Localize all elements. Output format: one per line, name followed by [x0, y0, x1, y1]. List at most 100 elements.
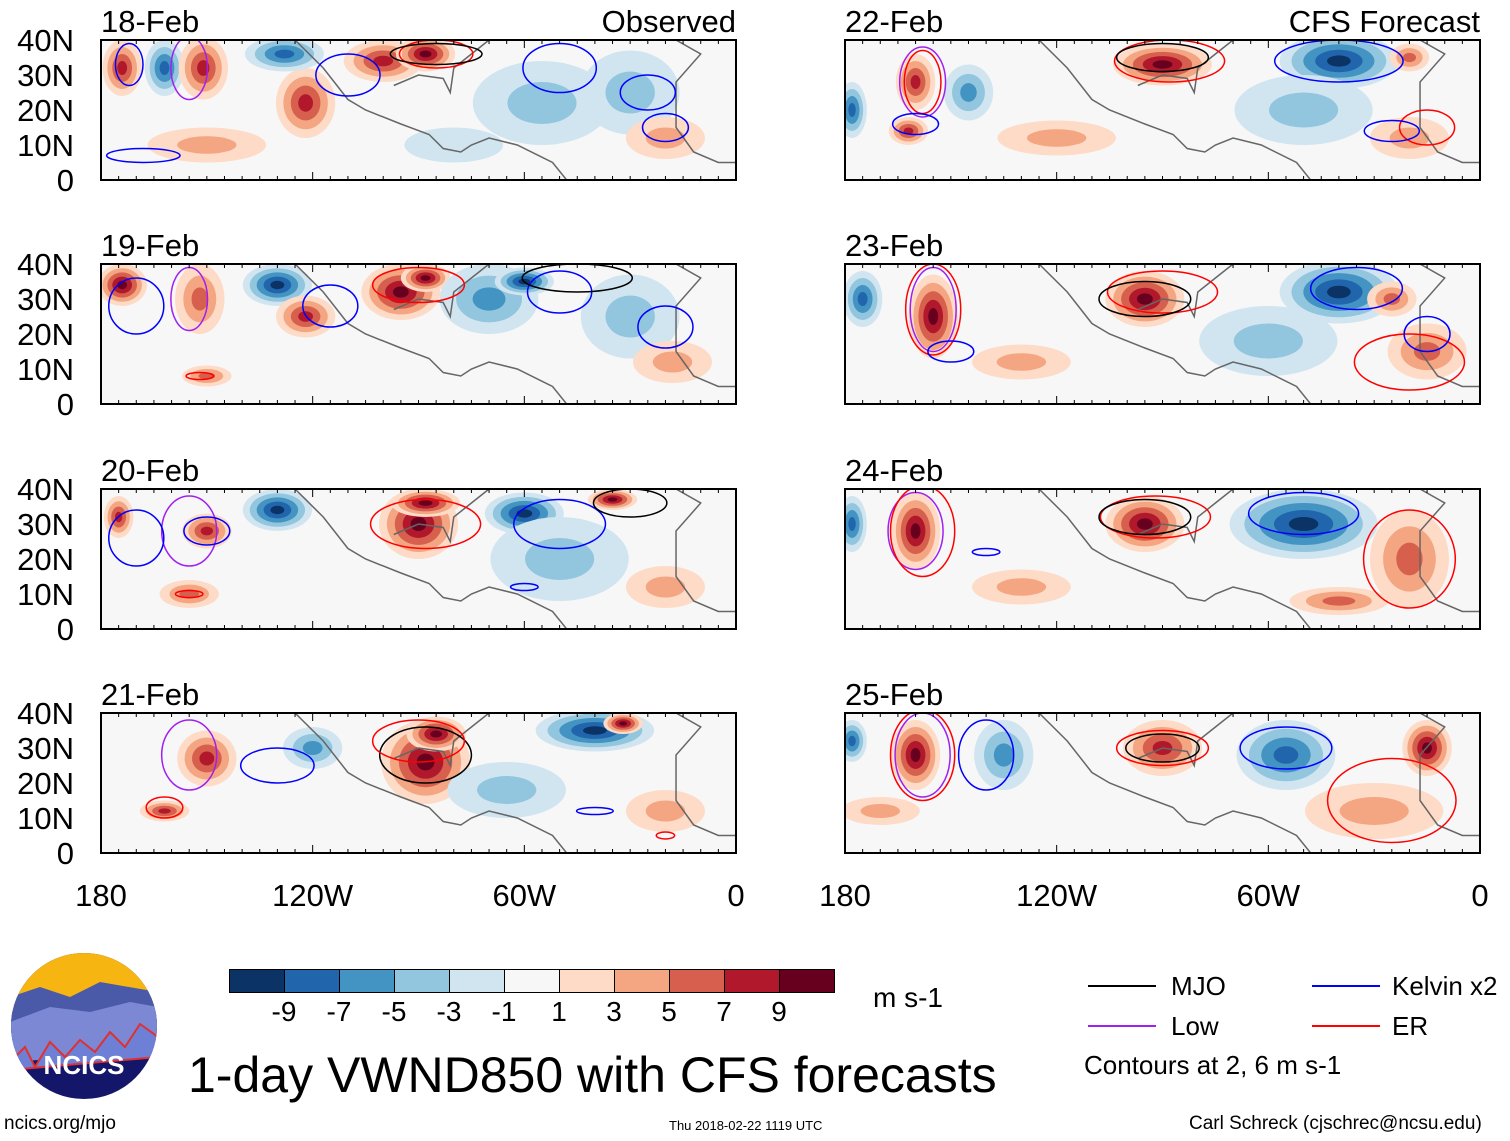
contour-mjo — [1098, 498, 1192, 536]
lat-tick-label: 40N — [17, 23, 74, 58]
coastline — [1038, 264, 1312, 404]
colorbar-swatch — [670, 970, 725, 992]
contour-er — [1398, 109, 1456, 146]
panel-date: 22-Feb — [845, 4, 944, 39]
contour-kelvin — [1273, 40, 1404, 83]
lat-tick-label: 40N — [17, 247, 74, 282]
contour-mjo — [592, 489, 668, 518]
contour-er — [1113, 40, 1226, 83]
legend-line-low — [1088, 1025, 1156, 1027]
wind-anomaly-blob — [605, 71, 655, 114]
coastline — [1137, 264, 1234, 319]
panel-date: 20-Feb — [101, 453, 200, 488]
contour-kelvin — [575, 806, 614, 816]
wind-anomaly-blob — [1327, 285, 1351, 299]
wind-anomaly-blob — [583, 726, 607, 735]
contour-note: Contours at 2, 6 m s-1 — [1084, 1050, 1342, 1080]
coastline-africa — [1419, 489, 1480, 613]
wind-anomaly-blob — [200, 526, 214, 536]
wind-anomaly-blob — [302, 741, 323, 755]
contour-kelvin — [302, 284, 359, 328]
panel-date: 21-Feb — [101, 677, 200, 712]
coastline — [1137, 713, 1234, 768]
wind-anomaly-blob — [1136, 293, 1153, 305]
wind-anomaly-blob — [848, 517, 856, 531]
contour-kelvin — [971, 547, 1001, 557]
map-panel-23-Feb — [844, 263, 1481, 405]
coastline-africa — [675, 264, 736, 388]
contour-er — [655, 831, 676, 840]
lat-tick-label: 0 — [56, 836, 74, 871]
legend-label-er: ER — [1392, 1011, 1429, 1041]
panel-date: 23-Feb — [845, 228, 944, 263]
contour-er — [145, 796, 184, 819]
wind-anomaly-blob — [270, 505, 285, 515]
contour-mjo — [521, 264, 634, 293]
colorbar-tick-label: 7 — [716, 996, 732, 1027]
contour-mjo — [1125, 733, 1200, 763]
lat-tick-label: 0 — [56, 163, 74, 198]
contour-er — [185, 371, 215, 381]
wind-anomaly-blob — [605, 295, 655, 338]
wind-anomaly-blob — [270, 280, 285, 290]
colorbar-tick-label: -7 — [326, 996, 352, 1027]
wind-anomaly-blob — [928, 308, 939, 325]
contour-kelvin — [183, 516, 231, 546]
legend-label-mjo: MJO — [1171, 971, 1226, 1001]
footer-url[interactable]: ncics.org/mjo — [4, 1113, 116, 1134]
lon-tick-label: 0 — [727, 878, 745, 913]
wind-anomaly-blob — [177, 136, 237, 154]
contour-kelvin — [105, 147, 181, 164]
lon-tick-label: 180 — [819, 878, 871, 913]
contour-kelvin — [1363, 119, 1421, 143]
colorbar-tick-label: 5 — [661, 996, 677, 1027]
contour-er — [889, 489, 956, 578]
contour-er — [1115, 729, 1210, 767]
wind-anomaly-blob — [525, 538, 595, 580]
contour-kelvin — [637, 305, 694, 349]
wind-anomaly-blob — [1327, 55, 1351, 67]
coastline — [1137, 489, 1234, 544]
wind-anomaly-blob — [392, 286, 409, 298]
map-panel-18-Feb — [100, 39, 737, 181]
wind-anomaly-blob — [645, 576, 686, 598]
wind-anomaly-blob — [619, 721, 628, 726]
wind-anomaly-blob — [420, 275, 431, 281]
contour-er — [1362, 509, 1457, 609]
contour-low — [160, 719, 218, 791]
wind-anomaly-blob — [910, 748, 921, 762]
lon-tick-label: 60W — [492, 878, 557, 913]
lat-tick-label: 30N — [17, 58, 74, 93]
lat-tick-label: 10N — [17, 801, 74, 836]
contour-kelvin — [239, 747, 315, 784]
legend-label-low: Low — [1171, 1011, 1219, 1041]
map-panel-20-Feb — [100, 488, 737, 630]
contour-kelvin — [891, 112, 940, 136]
coastline — [294, 489, 568, 629]
lat-tick-label: 20N — [17, 542, 74, 577]
wind-anomaly-blob — [848, 103, 856, 117]
lon-tick-label: 120W — [1016, 878, 1098, 913]
lon-tick-label: 180 — [75, 878, 127, 913]
wind-anomaly-blob — [993, 743, 1014, 767]
contour-kelvin — [957, 719, 1015, 791]
wind-anomaly-blob — [158, 808, 171, 814]
lat-tick-label: 30N — [17, 731, 74, 766]
wind-anomaly-blob — [274, 49, 295, 59]
wind-anomaly-blob — [1269, 92, 1339, 128]
coastline — [1137, 40, 1234, 95]
map-panel-21-Feb — [100, 712, 737, 854]
wind-anomaly-blob — [199, 751, 215, 766]
wind-anomaly-blob — [1152, 60, 1173, 69]
colorbar-tick-label: 9 — [771, 996, 787, 1027]
colorbar — [229, 969, 835, 993]
contour-kelvin — [513, 498, 607, 550]
lat-tick-label: 20N — [17, 766, 74, 801]
panel-date: 24-Feb — [845, 453, 944, 488]
footer-author: Carl Schreck (cjschrec@ncsu.edu) — [1189, 1113, 1482, 1134]
contour-er — [889, 713, 956, 802]
wind-anomaly-blob — [477, 776, 537, 804]
legend-line-kelvin — [1312, 985, 1380, 987]
lon-tick-label: 0 — [1471, 878, 1489, 913]
coastline — [393, 489, 490, 544]
